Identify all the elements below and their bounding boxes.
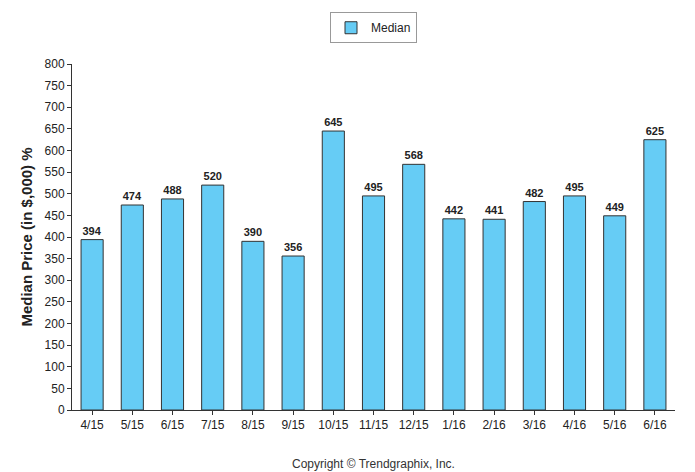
svg-text:356: 356 — [284, 241, 302, 253]
svg-text:568: 568 — [405, 149, 423, 161]
svg-text:5/16: 5/16 — [603, 418, 627, 432]
svg-text:100: 100 — [45, 360, 65, 374]
svg-text:700: 700 — [45, 100, 65, 114]
svg-text:495: 495 — [364, 181, 382, 193]
svg-text:442: 442 — [445, 204, 463, 216]
svg-text:6/15: 6/15 — [161, 418, 185, 432]
svg-text:449: 449 — [606, 201, 624, 213]
svg-text:10/15: 10/15 — [318, 418, 348, 432]
svg-text:550: 550 — [45, 165, 65, 179]
svg-text:50: 50 — [51, 382, 65, 396]
svg-text:300: 300 — [45, 273, 65, 287]
svg-text:4/15: 4/15 — [80, 418, 104, 432]
svg-text:394: 394 — [82, 225, 101, 237]
svg-text:9/15: 9/15 — [281, 418, 305, 432]
svg-text:350: 350 — [45, 252, 65, 266]
svg-text:7/15: 7/15 — [201, 418, 225, 432]
svg-text:6/16: 6/16 — [643, 418, 667, 432]
svg-text:200: 200 — [45, 317, 65, 331]
svg-text:4/16: 4/16 — [563, 418, 587, 432]
svg-text:482: 482 — [525, 187, 543, 199]
svg-text:495: 495 — [565, 181, 583, 193]
svg-text:0: 0 — [58, 403, 65, 417]
svg-text:150: 150 — [45, 338, 65, 352]
svg-text:441: 441 — [485, 204, 503, 216]
svg-text:800: 800 — [45, 57, 65, 71]
svg-text:Median: Median — [371, 21, 410, 35]
svg-text:11/15: 11/15 — [359, 418, 388, 432]
svg-text:5/15: 5/15 — [121, 418, 145, 432]
svg-text:625: 625 — [646, 125, 664, 137]
svg-text:Copyright © Trendgraphix, Inc.: Copyright © Trendgraphix, Inc. — [292, 457, 455, 471]
svg-text:390: 390 — [244, 226, 262, 238]
svg-text:3/16: 3/16 — [523, 418, 547, 432]
svg-text:8/15: 8/15 — [241, 418, 265, 432]
svg-text:600: 600 — [45, 144, 65, 158]
svg-text:Median Price (in $,000) %: Median Price (in $,000) % — [18, 147, 35, 326]
svg-text:12/15: 12/15 — [399, 418, 429, 432]
svg-text:2/16: 2/16 — [482, 418, 506, 432]
svg-text:750: 750 — [45, 79, 65, 93]
svg-text:400: 400 — [45, 230, 65, 244]
svg-text:500: 500 — [45, 187, 65, 201]
svg-text:520: 520 — [204, 170, 222, 182]
svg-text:1/16: 1/16 — [442, 418, 466, 432]
svg-text:488: 488 — [163, 184, 181, 196]
svg-text:650: 650 — [45, 122, 65, 136]
svg-text:450: 450 — [45, 209, 65, 223]
svg-text:250: 250 — [45, 295, 65, 309]
svg-text:474: 474 — [123, 190, 142, 202]
svg-text:645: 645 — [324, 116, 342, 128]
